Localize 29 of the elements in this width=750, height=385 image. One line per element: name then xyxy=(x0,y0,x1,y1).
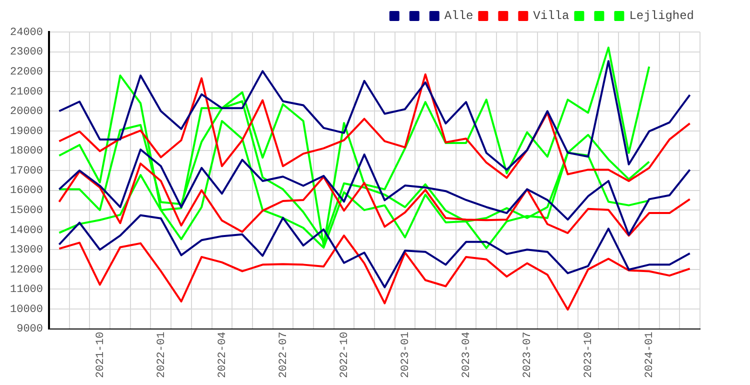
x-tick-label: 2023-10 xyxy=(583,332,596,378)
x-tick-label: 2023-01 xyxy=(400,331,412,378)
x-tick-label: 2022-04 xyxy=(216,331,229,378)
y-tick-label: 20000 xyxy=(10,106,44,118)
y-tick-label: 17000 xyxy=(10,165,44,178)
y-tick-label: 10000 xyxy=(10,304,44,316)
x-tick-label: 2022-01 xyxy=(156,331,168,378)
y-tick-label: 15000 xyxy=(10,204,44,217)
y-tick-label: 21000 xyxy=(10,86,44,98)
y-tick-label: 12000 xyxy=(10,264,44,276)
y-tick-label: 18000 xyxy=(10,146,44,158)
y-tick-label: 16000 xyxy=(10,185,44,198)
x-tick-label: 2023-07 xyxy=(522,332,534,378)
x-tick-label: 2024-01 xyxy=(644,331,656,378)
x-tick-label: 2021-10 xyxy=(94,332,107,378)
y-tick-label: 11000 xyxy=(10,284,44,296)
x-tick-label: 2023-04 xyxy=(460,331,473,378)
x-tick-label: 2022-10 xyxy=(338,332,351,378)
legend-label: Villa xyxy=(533,9,570,24)
y-tick-label: 24000 xyxy=(10,26,44,39)
y-tick-label: 19000 xyxy=(10,126,44,138)
y-tick-label: 22000 xyxy=(10,66,44,78)
legend-label: Lejlighed xyxy=(629,9,694,24)
x-tick-label: 2022-07 xyxy=(278,332,290,378)
y-tick-label: 13000 xyxy=(10,244,44,257)
y-tick-label: 23000 xyxy=(10,46,44,59)
y-tick-label: 14000 xyxy=(10,224,44,237)
y-tick-label: 9000 xyxy=(16,324,44,336)
legend-label: Alle xyxy=(444,9,474,24)
